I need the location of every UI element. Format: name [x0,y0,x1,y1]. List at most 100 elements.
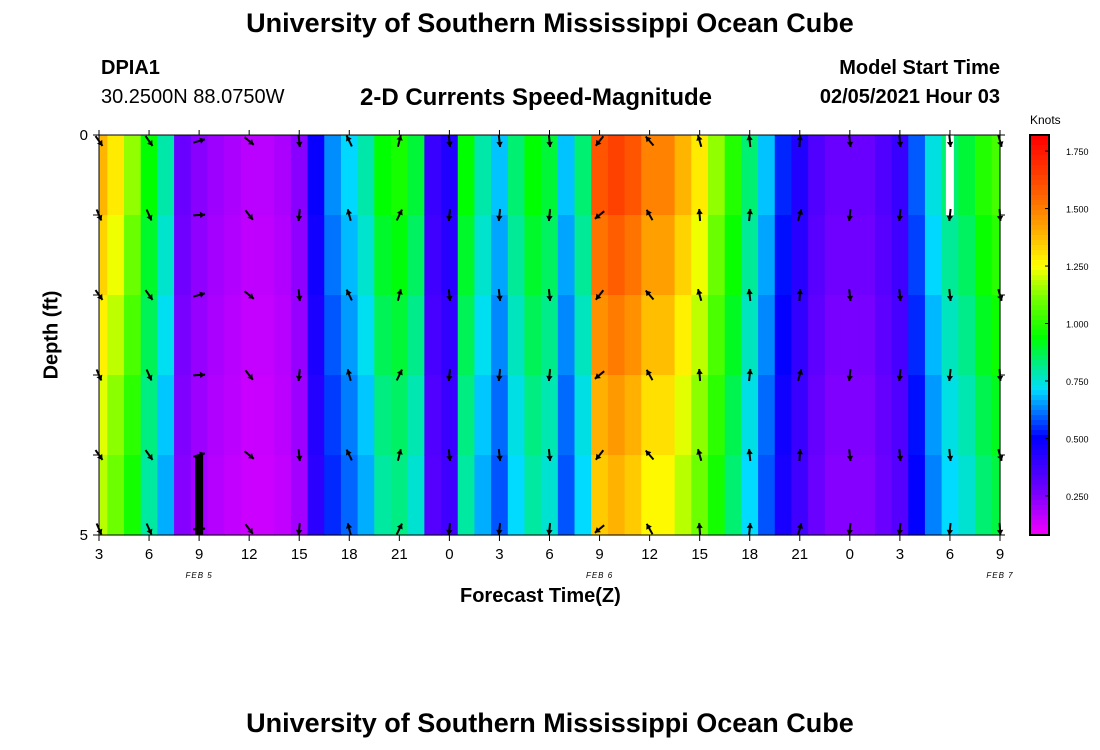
heatmap-cell [974,135,993,216]
heatmap-cell [858,455,876,536]
heatmap-cell [574,375,592,456]
colorbar-segment [1030,435,1049,441]
colorbar-segment [1030,465,1049,471]
direction-arrow [193,371,206,379]
heatmap-cell [624,135,642,216]
heatmap-cell [457,295,476,376]
heatmap-cell [424,135,442,216]
heatmap-cell [224,295,242,376]
page-title: University of Southern Mississippi Ocean… [246,8,854,38]
heatmap-cell [457,135,476,216]
heatmap-cell [708,455,726,536]
heatmap-cell [607,455,626,536]
arrow-head [646,523,652,530]
arrow-head [147,453,153,460]
colorbar-segment [1030,395,1049,401]
x-tick-label: 9 [595,546,603,563]
direction-arrow [696,288,703,302]
arrow-head [396,209,403,216]
arrow-head [946,215,953,221]
direction-arrow [696,208,703,222]
heatmap-cell [891,295,909,376]
colorbar-segment [1030,330,1049,336]
arrow-head [496,529,503,535]
x-tick-label: 15 [291,546,308,563]
heatmap-cell [357,375,375,456]
heatmap-cell [708,295,726,376]
heatmap-cell [591,455,609,536]
colorbar-segment [1030,355,1049,361]
date-label: FEB 5 [185,571,212,580]
heatmap-cell [240,455,259,536]
direction-arrow [644,449,655,461]
arrow-head [896,215,903,221]
colorbar-segment [1030,450,1049,456]
heatmap-cell [574,295,592,376]
heatmap-cell [524,135,542,216]
heatmap-cell [991,135,1001,216]
arrow-head [796,289,803,295]
heatmap-cell [157,295,175,376]
heatmap-cell [240,215,259,296]
heatmap-cell [140,295,158,376]
direction-arrow [546,448,553,462]
heatmap-cell [407,135,425,216]
arrow-head [396,369,403,376]
heatmap-cell [574,455,592,536]
station-id: DPIA1 [101,57,160,79]
arrow-head [199,137,205,144]
heatmap-cell [557,295,576,376]
heatmap-cell [441,375,459,456]
arrow-head [797,369,804,375]
arrow-head [247,293,254,299]
heatmap-cell [808,375,826,456]
direction-arrow [645,523,654,535]
heatmap-cell [541,455,559,536]
heatmap-cell [240,375,259,456]
heatmap-cell [708,375,726,456]
colorbar-segment [1030,410,1049,416]
arrow-head [896,529,903,535]
colorbar-segment [1030,320,1049,326]
heatmap-cell [691,135,709,216]
direction-arrow [746,134,753,148]
arrow-head [546,141,553,147]
heatmap-cell [841,135,859,216]
colorbar-segment [1030,500,1049,506]
heatmap-cells [99,135,1001,536]
direction-arrow [594,210,605,220]
heatmap-cell [824,455,843,536]
direction-arrow [396,448,403,462]
heatmap-cell [340,135,359,216]
direction-arrow [595,289,605,301]
heatmap-cell [591,215,609,296]
arrow-head [146,214,153,221]
arrow-head [396,135,403,141]
heatmap-cell [174,295,192,376]
heatmap-cell [574,135,592,216]
direction-arrow [243,450,255,460]
heatmap-cell [908,295,926,376]
heatmap-cell [674,215,692,296]
heatmap-cell [274,295,292,376]
colorbar-segment [1030,220,1049,226]
arrow-head [346,449,352,456]
arrow-head [746,449,753,455]
heatmap-cell [357,135,375,216]
heatmap-cell [974,375,993,456]
heatmap-cell [107,135,125,216]
heatmap-cell [841,375,859,456]
arrow-head [147,293,153,300]
arrow-head [846,375,853,381]
current-direction-arrows [94,134,1004,536]
colorbar-segment [1030,340,1049,346]
arrow-head [946,375,953,381]
heatmap-cell [207,455,225,536]
heatmap-cell [908,455,926,536]
direction-arrow [946,288,954,302]
arrow-head [946,295,954,301]
arrow-head [546,295,553,301]
colorbar-segment [1030,390,1049,396]
heatmap-cell [958,135,976,216]
arrow-head [546,529,553,535]
